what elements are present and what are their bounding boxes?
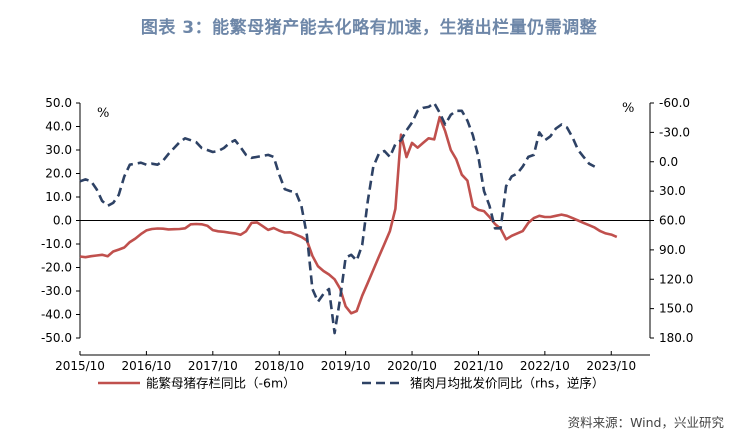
left-tick-label: 50.0 [45,96,72,110]
chart-title: 图表 3：能繁母猪产能去化略有加速，生猪出栏量仍需调整 [140,18,598,38]
right-tick-label: 180.0 [659,331,693,345]
x-tick-label: 2017/10 [188,359,238,373]
left-tick-label: -10.0 [41,237,72,251]
left-tick-label: 20.0 [45,167,72,181]
x-tick-label: 2021/10 [454,359,504,373]
series-layer [79,101,618,335]
chart-axes: 50.0 40.0 30.0 20.0 10.0 0.0 -10.0 -20.0 -30.0 -4… [41,96,693,373]
left-tick-label: -30.0 [41,284,72,298]
x-tick-label: 2020/10 [387,359,437,373]
right-tick-label: 120.0 [659,272,693,286]
left-tick-label: -50.0 [41,331,72,345]
left-tick-label: 40.0 [45,120,72,134]
right-tick-label: -60.0 [659,96,690,110]
left-unit-label: % [97,106,109,121]
x-tick-label: 2015/10 [55,359,105,373]
x-tick-label: 2023/10 [586,359,636,373]
x-tick-label: 2016/10 [121,359,171,373]
right-tick-label: 60.0 [659,214,686,228]
left-tick-label: -40.0 [41,308,72,322]
right-tick-label: 30.0 [659,184,686,198]
right-tick-label: 90.0 [659,243,686,257]
x-tick-label: 2019/10 [321,359,371,373]
legend-label-sow: 能繁母猪存栏同比（-6m） [146,376,296,391]
series-sow-inventory-line [79,115,618,315]
left-tick-label: 30.0 [45,143,72,157]
right-tick-label: 150.0 [659,302,693,316]
series-pork-price-line [79,101,596,335]
legend: 能繁母猪存栏同比（-6m） 猪肉月均批发价同比（rhs，逆序） [98,376,604,391]
left-tick-label: 10.0 [45,190,72,204]
x-tick-label: 2022/10 [520,359,570,373]
legend-label-pork: 猪肉月均批发价同比（rhs，逆序） [410,376,604,391]
x-tick-label: 2018/10 [254,359,304,373]
left-tick-label: 0.0 [53,214,72,228]
source-note: 资料来源：Wind，兴业研究 [567,415,724,430]
right-tick-label: -30.0 [659,125,690,139]
right-tick-label: 0.0 [659,155,678,169]
right-unit-label: % [622,101,634,116]
left-tick-label: -20.0 [41,261,72,275]
